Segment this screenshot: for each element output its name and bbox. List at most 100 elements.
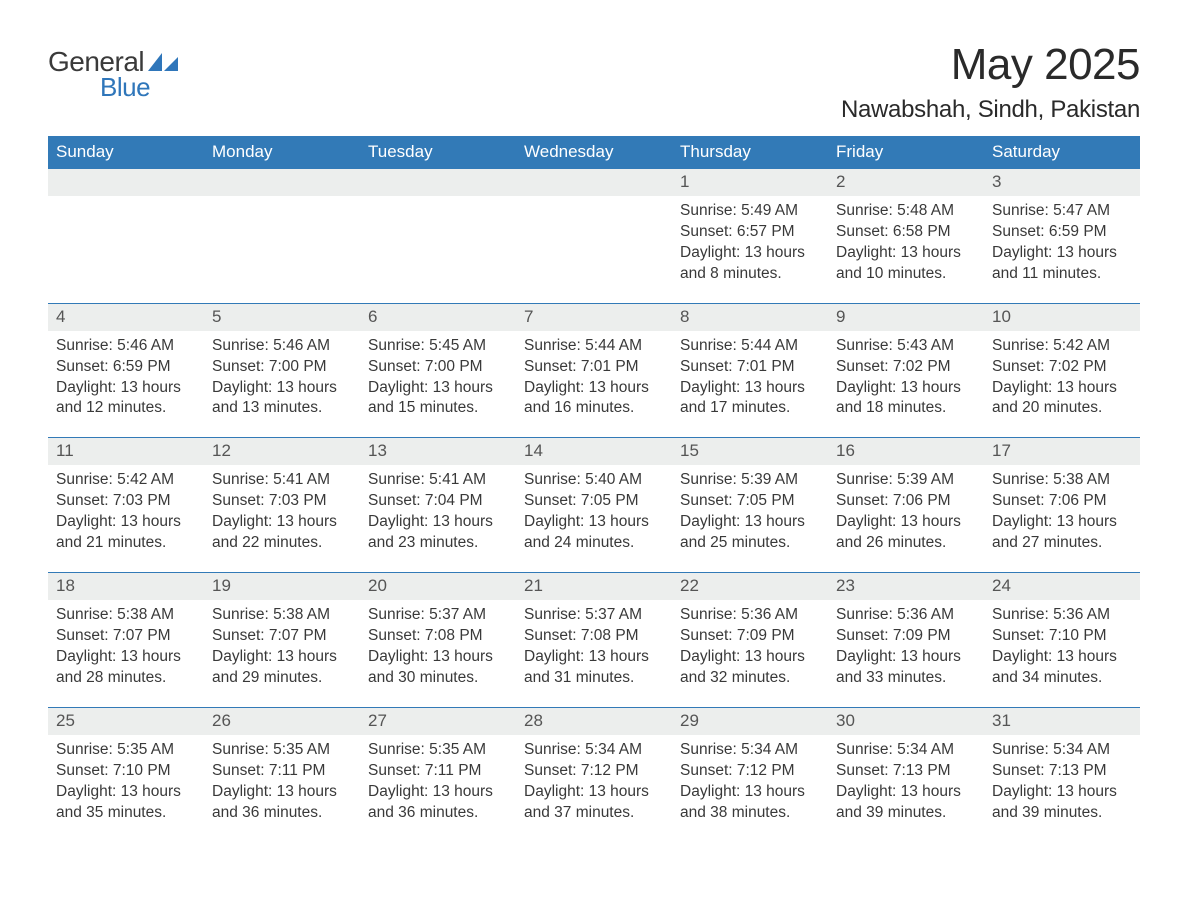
- day-number: 14: [516, 438, 672, 465]
- sunset-text: Sunset: 7:11 PM: [212, 761, 352, 782]
- daylight-text: Daylight: 13 hours and 15 minutes.: [368, 378, 508, 420]
- daylight-text: Daylight: 13 hours and 23 minutes.: [368, 512, 508, 554]
- week-detail-row: Sunrise: 5:38 AMSunset: 7:07 PMDaylight:…: [48, 600, 1140, 707]
- sunrise-text: Sunrise: 5:37 AM: [524, 605, 664, 626]
- sunset-text: Sunset: 6:59 PM: [56, 357, 196, 378]
- daylight-text: Daylight: 13 hours and 31 minutes.: [524, 647, 664, 689]
- day-detail: Sunrise: 5:34 AMSunset: 7:13 PMDaylight:…: [984, 735, 1140, 830]
- day-detail: Sunrise: 5:35 AMSunset: 7:11 PMDaylight:…: [360, 735, 516, 830]
- sunset-text: Sunset: 7:05 PM: [524, 491, 664, 512]
- day-number: 23: [828, 573, 984, 600]
- sunrise-text: Sunrise: 5:40 AM: [524, 470, 664, 491]
- day-detail: Sunrise: 5:47 AMSunset: 6:59 PMDaylight:…: [984, 196, 1140, 303]
- day-detail: Sunrise: 5:38 AMSunset: 7:06 PMDaylight:…: [984, 465, 1140, 572]
- sunset-text: Sunset: 7:01 PM: [524, 357, 664, 378]
- week-block: 11121314151617Sunrise: 5:42 AMSunset: 7:…: [48, 437, 1140, 572]
- sunrise-text: Sunrise: 5:36 AM: [680, 605, 820, 626]
- day-number: 8: [672, 304, 828, 331]
- sunset-text: Sunset: 7:04 PM: [368, 491, 508, 512]
- sunset-text: Sunset: 7:12 PM: [524, 761, 664, 782]
- day-detail: Sunrise: 5:45 AMSunset: 7:00 PMDaylight:…: [360, 331, 516, 438]
- sunrise-text: Sunrise: 5:38 AM: [212, 605, 352, 626]
- day-detail: Sunrise: 5:34 AMSunset: 7:12 PMDaylight:…: [672, 735, 828, 830]
- day-detail: [48, 196, 204, 303]
- week-block: 25262728293031Sunrise: 5:35 AMSunset: 7:…: [48, 707, 1140, 830]
- daylight-text: Daylight: 13 hours and 33 minutes.: [836, 647, 976, 689]
- week-detail-row: Sunrise: 5:35 AMSunset: 7:10 PMDaylight:…: [48, 735, 1140, 830]
- sunset-text: Sunset: 7:09 PM: [680, 626, 820, 647]
- day-detail: Sunrise: 5:46 AMSunset: 6:59 PMDaylight:…: [48, 331, 204, 438]
- sunset-text: Sunset: 7:08 PM: [368, 626, 508, 647]
- day-detail: Sunrise: 5:36 AMSunset: 7:10 PMDaylight:…: [984, 600, 1140, 707]
- daylight-text: Daylight: 13 hours and 12 minutes.: [56, 378, 196, 420]
- day-detail: [516, 196, 672, 303]
- day-number: 1: [672, 169, 828, 196]
- day-number: 25: [48, 708, 204, 735]
- sunrise-text: Sunrise: 5:43 AM: [836, 336, 976, 357]
- sunset-text: Sunset: 7:05 PM: [680, 491, 820, 512]
- day-number: 29: [672, 708, 828, 735]
- daylight-text: Daylight: 13 hours and 24 minutes.: [524, 512, 664, 554]
- day-detail: Sunrise: 5:42 AMSunset: 7:02 PMDaylight:…: [984, 331, 1140, 438]
- sunrise-text: Sunrise: 5:35 AM: [56, 740, 196, 761]
- weekday-header: Monday: [204, 136, 360, 169]
- daylight-text: Daylight: 13 hours and 28 minutes.: [56, 647, 196, 689]
- day-detail: Sunrise: 5:43 AMSunset: 7:02 PMDaylight:…: [828, 331, 984, 438]
- calendar: Sunday Monday Tuesday Wednesday Thursday…: [48, 136, 1140, 829]
- week-detail-row: Sunrise: 5:42 AMSunset: 7:03 PMDaylight:…: [48, 465, 1140, 572]
- daylight-text: Daylight: 13 hours and 11 minutes.: [992, 243, 1132, 285]
- daylight-text: Daylight: 13 hours and 18 minutes.: [836, 378, 976, 420]
- sunset-text: Sunset: 7:03 PM: [212, 491, 352, 512]
- day-detail: Sunrise: 5:44 AMSunset: 7:01 PMDaylight:…: [516, 331, 672, 438]
- sunset-text: Sunset: 7:11 PM: [368, 761, 508, 782]
- sunrise-text: Sunrise: 5:47 AM: [992, 201, 1132, 222]
- day-detail: [204, 196, 360, 303]
- day-number: 3: [984, 169, 1140, 196]
- sunrise-text: Sunrise: 5:34 AM: [524, 740, 664, 761]
- day-number: 4: [48, 304, 204, 331]
- sunrise-text: Sunrise: 5:46 AM: [212, 336, 352, 357]
- daylight-text: Daylight: 13 hours and 29 minutes.: [212, 647, 352, 689]
- day-number: [516, 169, 672, 196]
- sunset-text: Sunset: 7:07 PM: [56, 626, 196, 647]
- sunset-text: Sunset: 7:12 PM: [680, 761, 820, 782]
- sunset-text: Sunset: 7:09 PM: [836, 626, 976, 647]
- sunset-text: Sunset: 7:02 PM: [992, 357, 1132, 378]
- sunrise-text: Sunrise: 5:44 AM: [524, 336, 664, 357]
- sunrise-text: Sunrise: 5:35 AM: [368, 740, 508, 761]
- week-daynum-row: 123: [48, 169, 1140, 196]
- day-detail: Sunrise: 5:37 AMSunset: 7:08 PMDaylight:…: [360, 600, 516, 707]
- day-number: 30: [828, 708, 984, 735]
- sunrise-text: Sunrise: 5:36 AM: [992, 605, 1132, 626]
- day-number: 15: [672, 438, 828, 465]
- sunrise-text: Sunrise: 5:45 AM: [368, 336, 508, 357]
- weekday-header: Wednesday: [516, 136, 672, 169]
- weekday-header: Thursday: [672, 136, 828, 169]
- weekday-header: Tuesday: [360, 136, 516, 169]
- sunrise-text: Sunrise: 5:34 AM: [992, 740, 1132, 761]
- daylight-text: Daylight: 13 hours and 35 minutes.: [56, 782, 196, 824]
- sunset-text: Sunset: 7:10 PM: [56, 761, 196, 782]
- daylight-text: Daylight: 13 hours and 22 minutes.: [212, 512, 352, 554]
- daylight-text: Daylight: 13 hours and 27 minutes.: [992, 512, 1132, 554]
- sunrise-text: Sunrise: 5:39 AM: [680, 470, 820, 491]
- daylight-text: Daylight: 13 hours and 34 minutes.: [992, 647, 1132, 689]
- day-detail: Sunrise: 5:34 AMSunset: 7:12 PMDaylight:…: [516, 735, 672, 830]
- daylight-text: Daylight: 13 hours and 21 minutes.: [56, 512, 196, 554]
- sunset-text: Sunset: 7:06 PM: [992, 491, 1132, 512]
- title-block: May 2025 Nawabshah, Sindh, Pakistan: [841, 40, 1140, 124]
- day-number: 5: [204, 304, 360, 331]
- week-block: 45678910Sunrise: 5:46 AMSunset: 6:59 PMD…: [48, 303, 1140, 438]
- sunset-text: Sunset: 7:06 PM: [836, 491, 976, 512]
- day-detail: Sunrise: 5:38 AMSunset: 7:07 PMDaylight:…: [204, 600, 360, 707]
- sunset-text: Sunset: 7:13 PM: [836, 761, 976, 782]
- brand-word-2: Blue: [100, 72, 178, 103]
- brand-logo: General Blue: [48, 46, 178, 103]
- day-number: 6: [360, 304, 516, 331]
- sunrise-text: Sunrise: 5:48 AM: [836, 201, 976, 222]
- day-detail: Sunrise: 5:41 AMSunset: 7:04 PMDaylight:…: [360, 465, 516, 572]
- sunrise-text: Sunrise: 5:34 AM: [680, 740, 820, 761]
- sunset-text: Sunset: 7:03 PM: [56, 491, 196, 512]
- day-number: 9: [828, 304, 984, 331]
- week-daynum-row: 18192021222324: [48, 573, 1140, 600]
